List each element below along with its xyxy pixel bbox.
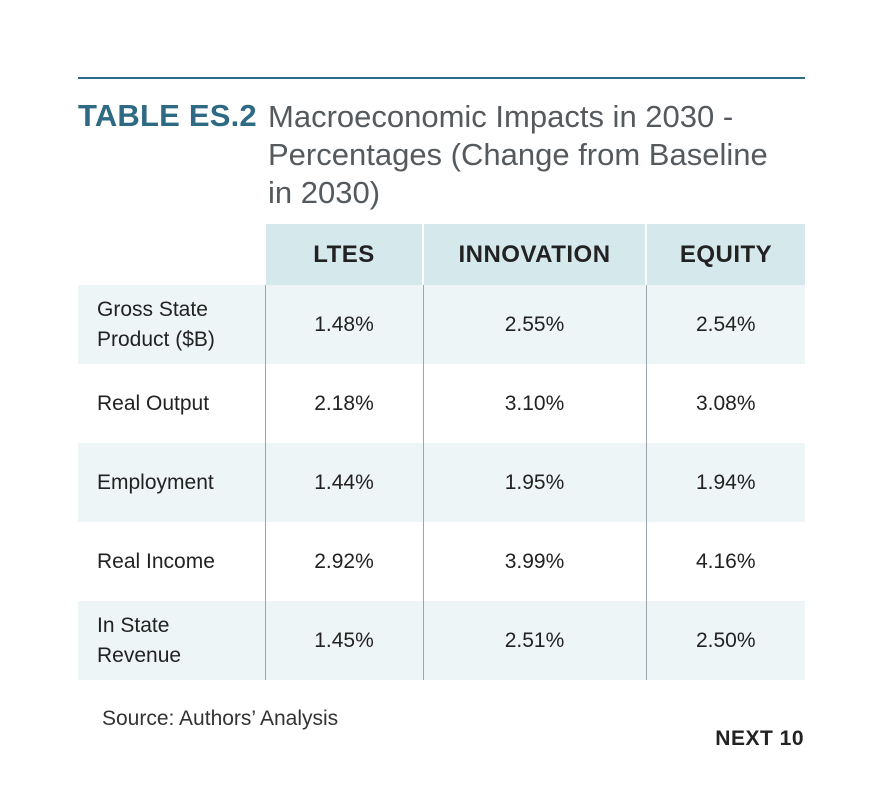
table-row: Real Output 2.18% 3.10% 3.08% xyxy=(78,364,805,443)
header-equity: EQUITY xyxy=(645,224,805,285)
cell-equity: 2.50% xyxy=(645,601,805,680)
impacts-table: LTES INNOVATION EQUITY Gross State Produ… xyxy=(78,224,805,680)
source-note: Source: Authors’ Analysis xyxy=(102,707,339,730)
row-label: Gross State Product ($B) xyxy=(78,285,265,364)
cell-innovation: 1.95% xyxy=(422,443,646,522)
header-innovation: INNOVATION xyxy=(422,224,646,285)
cell-equity: 1.94% xyxy=(645,443,805,522)
cell-innovation: 2.51% xyxy=(422,601,646,680)
table-number-label: TABLE ES.2 xyxy=(78,98,257,133)
header-blank-cell xyxy=(78,224,265,285)
cell-equity: 2.54% xyxy=(645,285,805,364)
cell-innovation: 3.99% xyxy=(422,522,646,601)
table-row: In State Revenue 1.45% 2.51% 2.50% xyxy=(78,601,805,680)
table-title-text: Macroeconomic Impacts in 2030 - Percenta… xyxy=(268,99,768,210)
brand-logo-text: NEXT 10 xyxy=(715,727,804,750)
cell-equity: 4.16% xyxy=(645,522,805,601)
cell-innovation: 3.10% xyxy=(422,364,646,443)
table-row: Gross State Product ($B) 1.48% 2.55% 2.5… xyxy=(78,285,805,364)
row-label: Real Output xyxy=(78,364,265,443)
cell-ltes: 2.92% xyxy=(264,522,423,601)
top-rule xyxy=(78,77,805,79)
cell-equity: 3.08% xyxy=(645,364,805,443)
cell-ltes: 1.45% xyxy=(264,601,423,680)
row-label: In State Revenue xyxy=(78,601,265,680)
row-label: Employment xyxy=(78,443,265,522)
header-ltes: LTES xyxy=(264,224,423,285)
cell-ltes: 2.18% xyxy=(264,364,423,443)
table-row: Real Income 2.92% 3.99% 4.16% xyxy=(78,522,805,601)
cell-innovation: 2.55% xyxy=(422,285,646,364)
table-row: Employment 1.44% 1.95% 1.94% xyxy=(78,443,805,522)
cell-ltes: 1.44% xyxy=(264,443,423,522)
row-label: Real Income xyxy=(78,522,265,601)
cell-ltes: 1.48% xyxy=(264,285,423,364)
header-row: LTES INNOVATION EQUITY xyxy=(78,224,805,285)
